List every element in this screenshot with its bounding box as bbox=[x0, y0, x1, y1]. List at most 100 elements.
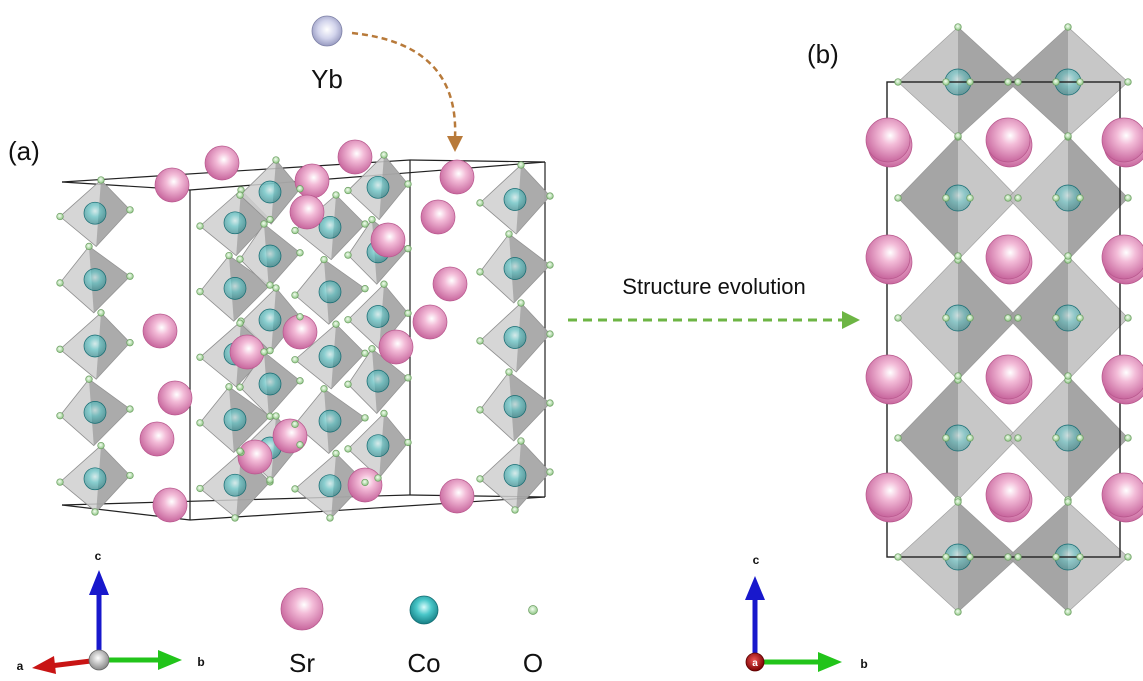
o-atom bbox=[126, 339, 134, 347]
co-atom bbox=[83, 401, 107, 424]
yb-arrow bbox=[351, 31, 457, 139]
o-atom bbox=[517, 161, 525, 169]
sr-atom bbox=[865, 472, 911, 518]
o-atom bbox=[85, 242, 93, 251]
o-atom bbox=[56, 345, 64, 353]
o-atom bbox=[404, 438, 412, 447]
sr-atom bbox=[370, 222, 406, 258]
axis-origin-a bbox=[88, 649, 110, 671]
legend-sr-swatch bbox=[280, 587, 324, 631]
sr-atom bbox=[152, 487, 188, 523]
o-atom bbox=[56, 478, 64, 486]
o-atom bbox=[1004, 194, 1012, 202]
octahedron-face bbox=[324, 259, 365, 325]
octahedron-face bbox=[516, 165, 550, 234]
o-atom bbox=[1064, 252, 1072, 260]
o-atom bbox=[1064, 608, 1072, 616]
o-atom bbox=[942, 553, 950, 561]
axis-triad-a: c b a bbox=[17, 549, 205, 674]
octahedra-chains-a bbox=[59, 154, 551, 519]
o-atom bbox=[1004, 314, 1012, 322]
o-atom bbox=[1014, 78, 1022, 86]
o-atom bbox=[291, 485, 299, 493]
structure-evolution-indicator: Structure evolution bbox=[568, 274, 860, 329]
o-atom bbox=[1124, 434, 1132, 442]
o-atom bbox=[326, 514, 334, 522]
co-atom bbox=[83, 467, 107, 491]
o-atom bbox=[126, 471, 134, 480]
o-atom bbox=[344, 445, 352, 453]
co-atom bbox=[318, 280, 342, 304]
o-atom bbox=[1064, 498, 1072, 506]
sr-atom bbox=[157, 380, 193, 416]
octahedra-b bbox=[897, 26, 1129, 613]
o-atom bbox=[361, 349, 369, 357]
co-atom bbox=[83, 201, 107, 225]
panel-b-label: (b) bbox=[807, 39, 839, 69]
o-atom bbox=[260, 348, 268, 356]
o-atom bbox=[272, 284, 280, 292]
o-atom bbox=[196, 353, 204, 361]
o-atom bbox=[91, 508, 99, 516]
octahedron-face bbox=[324, 388, 365, 454]
sr-atom bbox=[865, 354, 911, 400]
o-atom bbox=[97, 441, 105, 450]
o-atom bbox=[85, 375, 93, 383]
o-atom bbox=[942, 434, 950, 442]
o-atom bbox=[291, 291, 299, 299]
sr-atom bbox=[865, 117, 911, 163]
panel-a-label: (a) bbox=[8, 136, 40, 166]
o-atom bbox=[966, 314, 974, 322]
octahedron-face bbox=[229, 255, 270, 322]
octahedron-face bbox=[96, 312, 130, 380]
o-atom bbox=[236, 383, 244, 391]
o-atom bbox=[291, 420, 299, 428]
o-atom bbox=[1076, 78, 1084, 86]
o-atom bbox=[1052, 314, 1060, 322]
sr-atom bbox=[337, 139, 373, 175]
o-atom bbox=[196, 484, 204, 493]
co-atom bbox=[366, 175, 390, 199]
sr-atom bbox=[1101, 117, 1143, 163]
o-atom bbox=[344, 316, 352, 324]
c-axis-head-a bbox=[89, 570, 109, 595]
octahedron-face bbox=[264, 352, 300, 416]
o-atom bbox=[296, 377, 304, 385]
co-atom bbox=[366, 434, 390, 458]
o-atom bbox=[196, 288, 204, 296]
o-atom bbox=[266, 281, 274, 289]
o-atom bbox=[894, 434, 902, 442]
octahedron-face bbox=[1008, 256, 1068, 380]
o-atom bbox=[546, 261, 554, 269]
sr-atom bbox=[139, 421, 175, 457]
o-atom bbox=[546, 468, 554, 476]
legend-o-label: O bbox=[523, 648, 543, 678]
co-atom bbox=[318, 474, 342, 498]
a-axis-label-a: a bbox=[17, 659, 24, 673]
octahedron-face bbox=[1068, 376, 1128, 500]
o-atom bbox=[1014, 553, 1022, 561]
o-atom bbox=[320, 385, 328, 393]
co-atom bbox=[503, 464, 527, 487]
co-atom bbox=[318, 215, 342, 239]
unit-cell-b bbox=[886, 81, 1121, 558]
co-atom bbox=[258, 308, 282, 332]
o-atom bbox=[1076, 314, 1084, 322]
legend-co-label: Co bbox=[407, 648, 440, 678]
o-atom bbox=[1014, 194, 1022, 202]
o-atom bbox=[225, 383, 233, 391]
o-atom bbox=[196, 419, 204, 427]
octahedron-face bbox=[271, 288, 300, 352]
o-atom bbox=[344, 186, 352, 195]
o-atom bbox=[344, 380, 352, 388]
octahedron-face bbox=[1068, 136, 1128, 260]
octahedron-face bbox=[96, 180, 130, 247]
co-atom bbox=[223, 408, 247, 431]
o-atom bbox=[1064, 23, 1072, 31]
o-atom bbox=[954, 252, 962, 260]
o-atom bbox=[361, 478, 369, 487]
o-atom bbox=[374, 474, 382, 482]
o-atom bbox=[476, 475, 484, 483]
o-atom bbox=[1052, 434, 1060, 442]
